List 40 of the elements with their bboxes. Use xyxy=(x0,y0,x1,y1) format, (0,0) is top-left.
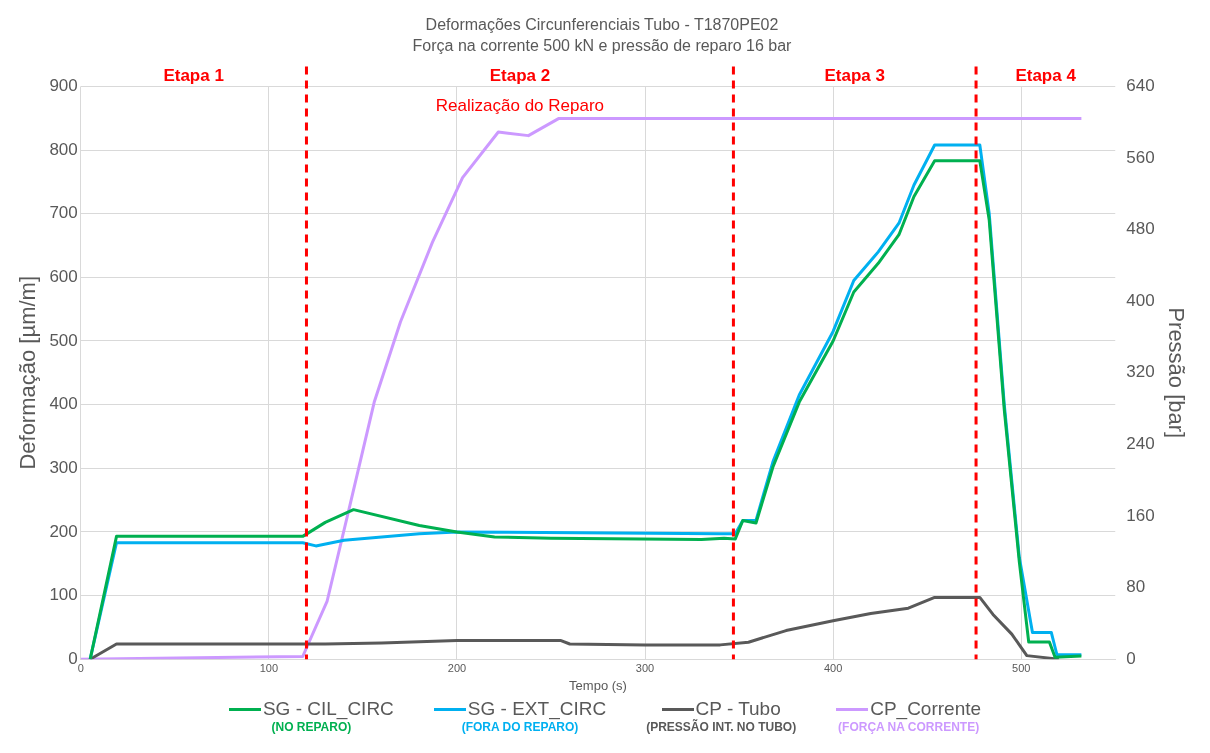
legend-label: CP - Tubo xyxy=(695,698,781,719)
y2-tick-label: 560 xyxy=(1126,147,1155,167)
chart-title: Deformações Circunferenciais Tubo - T1870PE02 xyxy=(425,16,779,34)
y-tick-label: 100 xyxy=(49,585,78,605)
y-tick-label: 400 xyxy=(49,394,78,414)
annotation: Realização do Reparo xyxy=(435,96,605,116)
text: (FORÇA NA CORRENTE) xyxy=(838,720,980,734)
x-tick-label: 500 xyxy=(1012,661,1031,674)
y2-tick-label: 640 xyxy=(1126,76,1155,96)
x-axis-title: Tempo (s) xyxy=(569,677,627,693)
y2-tick-label: 240 xyxy=(1126,434,1155,454)
x-tick-label: 300 xyxy=(635,661,655,674)
text: Etapa 1 xyxy=(163,65,224,85)
y2-tick-label: 320 xyxy=(1126,362,1155,382)
y-tick-label: 500 xyxy=(49,330,78,350)
y2-tick-label: 400 xyxy=(1126,290,1155,310)
y-tick-label: 700 xyxy=(49,203,78,223)
legend-label: SG - CIL_CIRC xyxy=(262,698,394,720)
y-tick-label: 900 xyxy=(49,76,78,96)
y-axis-title: Deformação [µm/m] xyxy=(15,276,41,470)
y-tick-label: 600 xyxy=(49,267,78,287)
text: Etapa 2 xyxy=(489,65,551,85)
text: (FORA DO REPARO) xyxy=(461,720,579,734)
x-tick-label: 200 xyxy=(447,661,467,674)
text: Etapa 3 xyxy=(824,65,885,85)
x-tick-label: 100 xyxy=(259,661,279,674)
x-tick-label: 400 xyxy=(823,661,843,674)
text: (PRESSÃO INT. NO TUBO) xyxy=(646,720,797,734)
chart-subtitle: Força na corrente 500 kN e pressão de reparo 16 bar xyxy=(412,37,793,55)
text: (NO REPARO) xyxy=(271,720,352,734)
y-tick-label: 300 xyxy=(49,457,78,477)
y2-tick-label: 480 xyxy=(1126,219,1155,239)
legend-label: SG - EXT_CIRC xyxy=(467,698,607,720)
y-tick-label: 200 xyxy=(49,521,78,541)
y2-axis-title: Pressão [bar] xyxy=(1163,307,1189,439)
y2-tick-label: 160 xyxy=(1126,505,1155,525)
y-tick-label: 800 xyxy=(49,139,78,159)
y2-tick-label: 80 xyxy=(1126,577,1146,597)
text: Etapa 4 xyxy=(1015,65,1077,85)
legend-label: CP_Corrente xyxy=(870,698,982,720)
